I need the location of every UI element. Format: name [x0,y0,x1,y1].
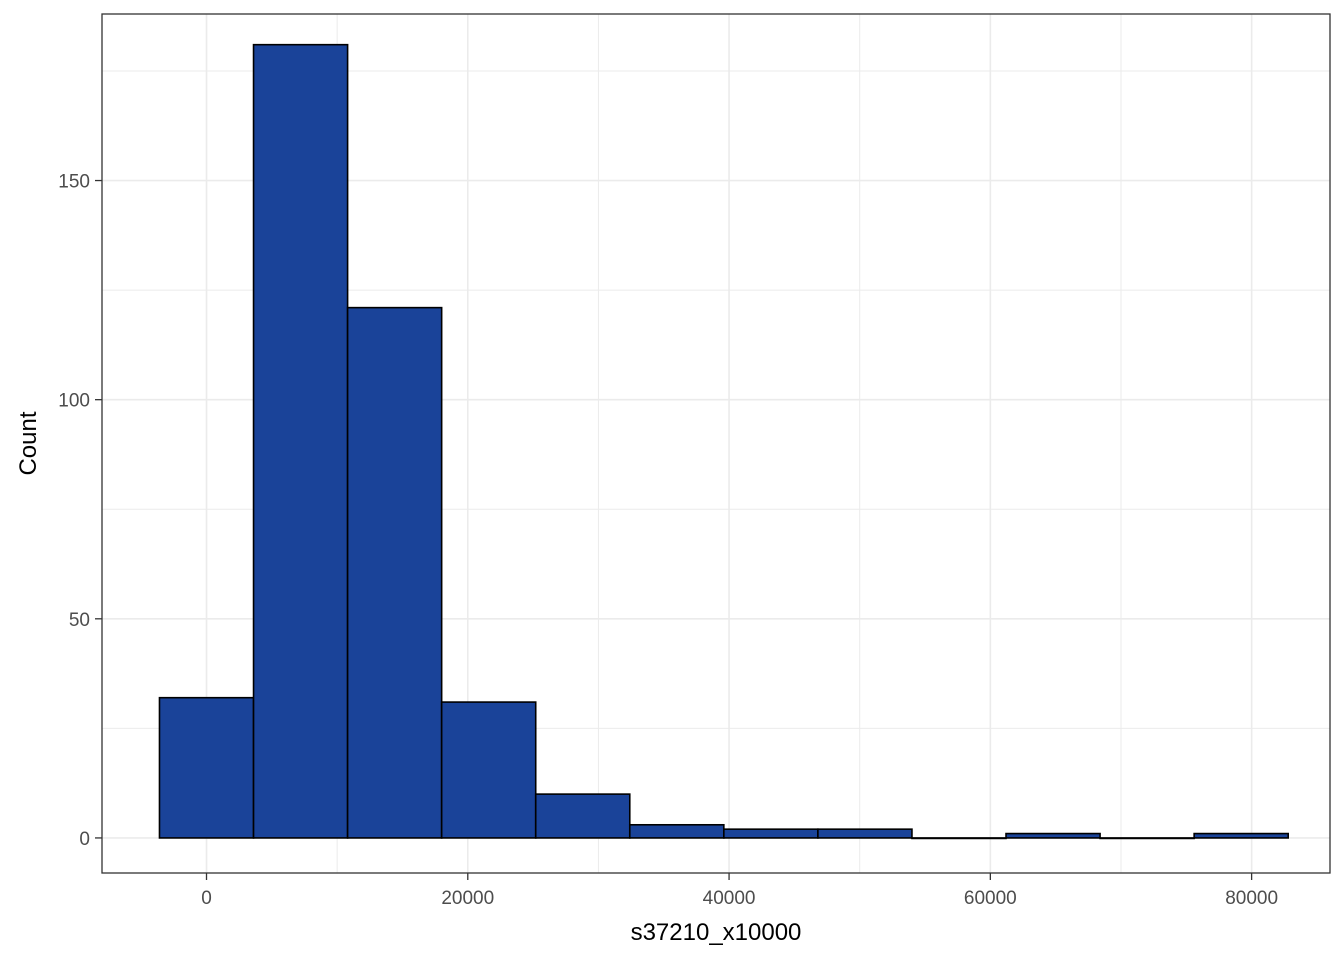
x-tick-label: 20000 [441,888,494,909]
y-tick-label: 0 [79,829,90,850]
histogram-bar [1099,837,1195,840]
histogram-bar [158,696,255,839]
histogram-bar [723,828,819,839]
y-tick-label: 150 [58,172,90,193]
histogram-bar [911,837,1007,840]
x-axis-title: s37210_x10000 [631,919,802,946]
panel-border [101,13,1331,874]
histogram-bar [1005,832,1101,839]
axis-ticks: 0 20000 40000 60000 80000 0 50 100 150 [58,172,1278,909]
x-tick-label: 60000 [964,888,1017,909]
histogram-bar [346,306,443,839]
histogram-bar [817,828,913,839]
y-axis-title: Count [15,411,42,475]
histogram-bars [158,43,1289,840]
x-tick-label: 80000 [1225,888,1278,909]
y-tick-label: 50 [69,610,90,631]
histogram-bar [1193,832,1289,839]
histogram-bar [252,43,349,839]
y-tick-label: 100 [58,391,90,412]
histogram-bar [628,823,725,839]
histogram-bar [534,793,631,839]
x-tick-label: 40000 [703,888,756,909]
x-tick-label: 0 [201,888,212,909]
histogram-bar [440,701,537,839]
